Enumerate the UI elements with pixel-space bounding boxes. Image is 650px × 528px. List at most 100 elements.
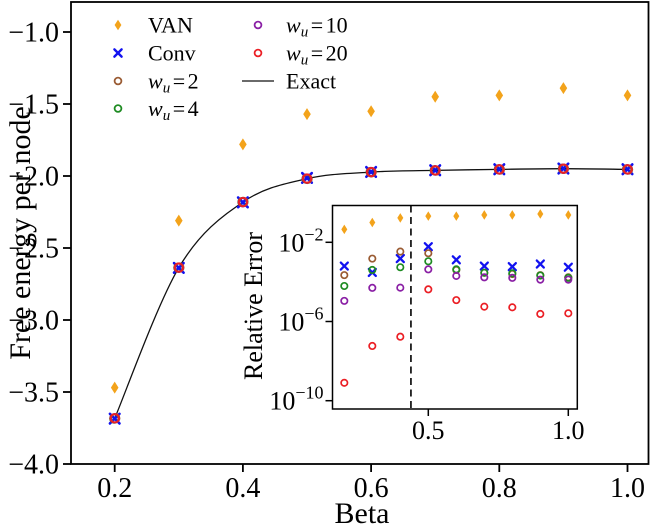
x-tick-label: 0.2 (97, 473, 132, 504)
inset-wu20-point (452, 296, 461, 305)
legend-marker-van (114, 19, 122, 31)
inset-wu20-point (424, 285, 433, 294)
inset-conv-point (339, 261, 349, 271)
legend-marker-wu10 (253, 20, 263, 30)
inset-van-point (453, 211, 460, 221)
inset-wu20-point (396, 332, 405, 341)
inset-wu2-point (396, 247, 405, 256)
legend-label-wu20: wu = 20 (286, 41, 348, 69)
main-plot-frame (70, 1, 650, 465)
wu20-point (173, 262, 185, 273)
legend-label-VAN: VAN (148, 13, 193, 38)
van-point (367, 105, 375, 118)
inset-wu4-point (424, 257, 433, 266)
inset-van-point (369, 217, 376, 228)
inset-wu20-point (564, 309, 573, 318)
inset-wu4-point (480, 268, 489, 277)
inset-x-tick-label: 1.0 (552, 416, 585, 445)
inset-conv-point (451, 255, 461, 265)
legend-marker-wu4 (113, 104, 123, 113)
wu20-point (494, 164, 505, 175)
inset-van-point (341, 224, 348, 235)
y-tick-label: −2.0 (8, 162, 59, 193)
wu20-point (365, 166, 377, 178)
inset-wu2-point (340, 271, 349, 280)
wu20-point (237, 196, 249, 208)
inset-wu2-point (424, 249, 433, 258)
y-axis-label: Free energy per node (4, 106, 37, 360)
inset-conv-point (507, 261, 517, 272)
van-point (623, 89, 632, 102)
x-tick-label: 1.0 (610, 473, 645, 504)
x-tick-label: 0.8 (482, 473, 517, 504)
legend-label-wu4: wu = 4 (148, 96, 199, 124)
y-tick-label: −3.0 (8, 306, 59, 337)
inset-y-tick-label: 10−10 (269, 383, 323, 416)
inset-wu4-point (340, 281, 349, 291)
inset-van-point (565, 210, 572, 220)
y-tick-label: −1.0 (8, 18, 59, 49)
inset-wu10-point (396, 283, 405, 292)
inset-wu10-point (508, 273, 517, 282)
inset-wu20-point (536, 309, 545, 319)
inset-conv-point (535, 259, 545, 269)
legend-marker-conv (113, 48, 123, 58)
wu20-point (622, 164, 633, 175)
inset-conv-point (479, 261, 489, 271)
inset-wu10-point (368, 283, 377, 292)
inset-wu10-point (536, 275, 545, 284)
generated-chart-content: 0.2 0.4 0.6 0.8 1.0 −1.0 −1.5 −2.0 −2.5 −3.0 −3.5 −… (8, 1, 650, 504)
inset-wu10-point (340, 296, 349, 305)
inset-y-axis-label: Relative Error (239, 232, 268, 380)
x-axis-label: Beta (335, 497, 390, 528)
x-tick-label: 0.4 (225, 473, 260, 504)
van-point (239, 138, 247, 151)
inset-van-point (397, 213, 404, 223)
inset-wu2-point (368, 254, 377, 263)
inset-wu4-point (508, 269, 517, 278)
legend-label-wu10: wu = 10 (286, 13, 348, 41)
inset-van-point (425, 211, 432, 221)
van-point (175, 214, 183, 227)
van-point (431, 90, 439, 103)
inset-wu4-point (368, 265, 377, 275)
inset-wu4-point (396, 263, 405, 272)
inset-conv-point (395, 253, 405, 264)
van-point (110, 381, 119, 394)
inset-wu10-point (564, 275, 573, 284)
van-point (559, 82, 568, 95)
inset-frame (331, 204, 579, 410)
legend-label-Conv: Conv (148, 41, 196, 66)
inset-van-point (481, 210, 488, 220)
inset-conv-point (563, 262, 573, 272)
wu20-point (430, 165, 441, 176)
inset-conv-point (423, 242, 433, 252)
inset-wu10-point (452, 271, 461, 280)
van-point (303, 108, 311, 121)
inset-x-tick-label: 0.5 (412, 416, 445, 445)
inset-wu20-point (508, 303, 517, 312)
wu20-point (558, 163, 569, 174)
legend-label-Exact: Exact (286, 69, 336, 94)
inset-wu10-point (480, 273, 489, 282)
van-point (495, 89, 504, 102)
inset-wu20-point (480, 302, 489, 311)
y-tick-label: −4.0 (8, 450, 59, 481)
x-tick-label: 0.6 (354, 473, 389, 504)
legend-label-wu2: wu = 2 (148, 69, 199, 97)
y-tick-label: −1.5 (8, 90, 59, 121)
inset-y-tick-label: 10−2 (278, 224, 323, 257)
legend-marker-wu20 (253, 48, 263, 58)
wu20-point (109, 413, 120, 424)
inset-wu10-point (424, 265, 433, 274)
y-tick-label: −2.5 (8, 234, 59, 265)
wu20-point (301, 173, 313, 184)
legend-marker-wu2 (113, 76, 123, 86)
inset-wu4-point (536, 271, 545, 280)
y-tick-label: −3.5 (8, 378, 59, 409)
inset-van-point (509, 210, 516, 220)
inset-wu20-point (368, 341, 377, 351)
inset-y-tick-label: 10−6 (278, 304, 323, 337)
